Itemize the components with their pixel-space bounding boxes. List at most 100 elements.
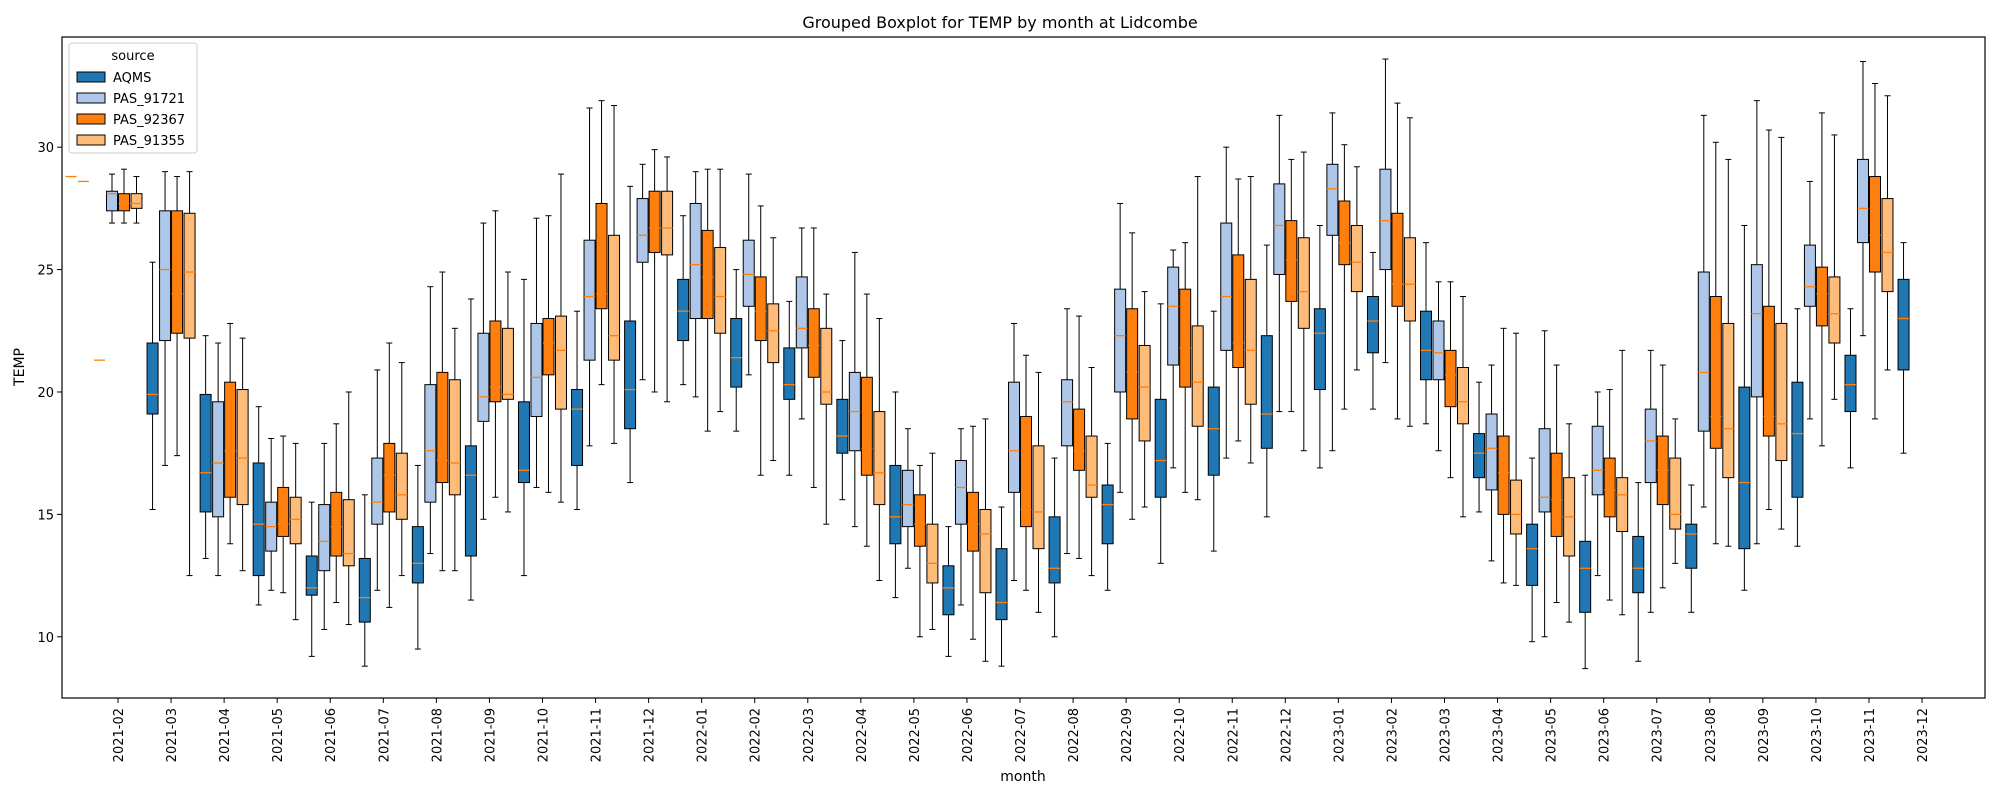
box-body bbox=[979, 508, 992, 594]
legend: source AQMS PAS_91721 PAS_92367 PAS_91355 bbox=[68, 42, 198, 154]
y-axis-label: TEMP bbox=[12, 348, 28, 387]
x-tick-label: 2023-05 bbox=[1545, 708, 1560, 762]
box-body bbox=[1167, 266, 1180, 366]
x-tick-label: 2022-04 bbox=[855, 708, 870, 762]
box-AQMS bbox=[464, 298, 477, 601]
box-body bbox=[383, 442, 396, 513]
box-PAS_91355 bbox=[1244, 176, 1257, 464]
box-AQMS bbox=[1260, 244, 1273, 518]
box-PAS_92367 bbox=[1020, 354, 1033, 591]
box-AQMS bbox=[1420, 242, 1432, 425]
box-body bbox=[448, 379, 461, 496]
box-PAS_91355 bbox=[1881, 95, 1894, 371]
box-body bbox=[1497, 435, 1510, 515]
box-body bbox=[608, 234, 621, 361]
box-body bbox=[171, 210, 184, 334]
x-axis-label: month bbox=[1000, 769, 1045, 785]
box-PAS_92367 bbox=[277, 435, 290, 594]
box-body bbox=[820, 327, 833, 405]
box-PAS_91355 bbox=[501, 271, 514, 513]
y-tick-label: 15 bbox=[37, 508, 54, 523]
box-body bbox=[1897, 278, 1910, 371]
x-tick-label: 2023-01 bbox=[1332, 708, 1347, 762]
x-tick-label: 2023-08 bbox=[1704, 708, 1719, 762]
box-PAS_92367 bbox=[807, 227, 820, 488]
box-PAS_91721 bbox=[954, 428, 967, 606]
box-body bbox=[371, 457, 384, 525]
box-PAS_92367 bbox=[1179, 242, 1192, 493]
box-body bbox=[1338, 200, 1351, 266]
box-body bbox=[913, 494, 926, 547]
box-PAS_92367 bbox=[701, 168, 714, 432]
box-PAS_92367 bbox=[224, 322, 237, 545]
box-AQMS bbox=[783, 300, 796, 476]
box-body bbox=[1775, 322, 1788, 462]
box-AQMS bbox=[942, 526, 955, 657]
legend-swatch bbox=[76, 134, 106, 146]
box-PAS_91355 bbox=[820, 293, 833, 525]
box-body bbox=[395, 452, 408, 520]
box-body bbox=[767, 303, 780, 364]
box-PAS_91355 bbox=[236, 337, 249, 572]
box-PAS_92367 bbox=[1444, 281, 1457, 479]
box-PAS_92367 bbox=[1497, 327, 1510, 584]
box-AQMS bbox=[571, 310, 584, 510]
box-PAS_91721 bbox=[318, 442, 331, 630]
box-PAS_91355 bbox=[342, 391, 355, 626]
box-PAS_92367 bbox=[542, 215, 555, 493]
box-body bbox=[889, 464, 902, 545]
x-tick-label: 2023-06 bbox=[1598, 708, 1613, 762]
box-body bbox=[1154, 398, 1167, 498]
box-PAS_92367 bbox=[489, 210, 502, 498]
box-PAS_91355 bbox=[1828, 134, 1841, 400]
box-body bbox=[571, 389, 584, 466]
x-tick-label: 2021-02 bbox=[112, 708, 127, 762]
box-PAS_92367 bbox=[1391, 102, 1404, 420]
box-PAS_91721 bbox=[1485, 364, 1498, 562]
box-PAS_91355 bbox=[1563, 423, 1576, 623]
box-PAS_91355 bbox=[554, 173, 567, 503]
box-PAS_91721 bbox=[530, 217, 543, 488]
x-tick-label: 2023-04 bbox=[1492, 708, 1507, 762]
box-PAS_92367 bbox=[754, 205, 767, 476]
box-body bbox=[330, 491, 343, 557]
legend-entry: PAS_91721 bbox=[113, 92, 185, 107]
box-PAS_92367 bbox=[1126, 232, 1139, 520]
box-body bbox=[183, 212, 196, 339]
box-body bbox=[1685, 523, 1698, 569]
box-body bbox=[1191, 325, 1204, 427]
series-PAS_91355 bbox=[77, 95, 1894, 662]
box-body bbox=[873, 411, 886, 506]
legend-swatch bbox=[76, 71, 106, 83]
box-body bbox=[742, 239, 755, 307]
box-body bbox=[966, 491, 979, 552]
box-AQMS bbox=[1791, 308, 1804, 547]
box-body bbox=[130, 193, 143, 209]
box-body bbox=[730, 318, 743, 388]
box-PAS_91721 bbox=[1697, 114, 1710, 508]
box-PAS_91721 bbox=[1432, 281, 1445, 452]
box-body bbox=[661, 190, 674, 256]
box-PAS_91721 bbox=[1326, 112, 1339, 452]
series-AQMS bbox=[94, 185, 1910, 670]
y-tick-label: 10 bbox=[37, 631, 54, 646]
box-PAS_91721 bbox=[265, 437, 278, 591]
legend-frame bbox=[68, 42, 198, 154]
box-body bbox=[517, 401, 530, 484]
legend-entry: AQMS bbox=[113, 71, 151, 86]
box-body bbox=[1510, 479, 1523, 535]
y-tick-label: 20 bbox=[37, 386, 54, 401]
box-body bbox=[159, 210, 172, 342]
box-PAS_91721 bbox=[1061, 308, 1074, 555]
x-tick-label: 2022-10 bbox=[1173, 708, 1188, 762]
box-AQMS bbox=[1101, 442, 1114, 591]
x-tick-label: 2023-07 bbox=[1651, 708, 1666, 762]
box-body bbox=[1868, 176, 1881, 273]
box-PAS_92367 bbox=[1338, 144, 1351, 410]
box-body bbox=[1750, 264, 1763, 398]
box-AQMS bbox=[146, 261, 159, 510]
box-body bbox=[1285, 220, 1298, 302]
box-PAS_91721 bbox=[901, 428, 914, 569]
box-PAS_91721 bbox=[1591, 391, 1604, 577]
box-body bbox=[1722, 322, 1735, 479]
